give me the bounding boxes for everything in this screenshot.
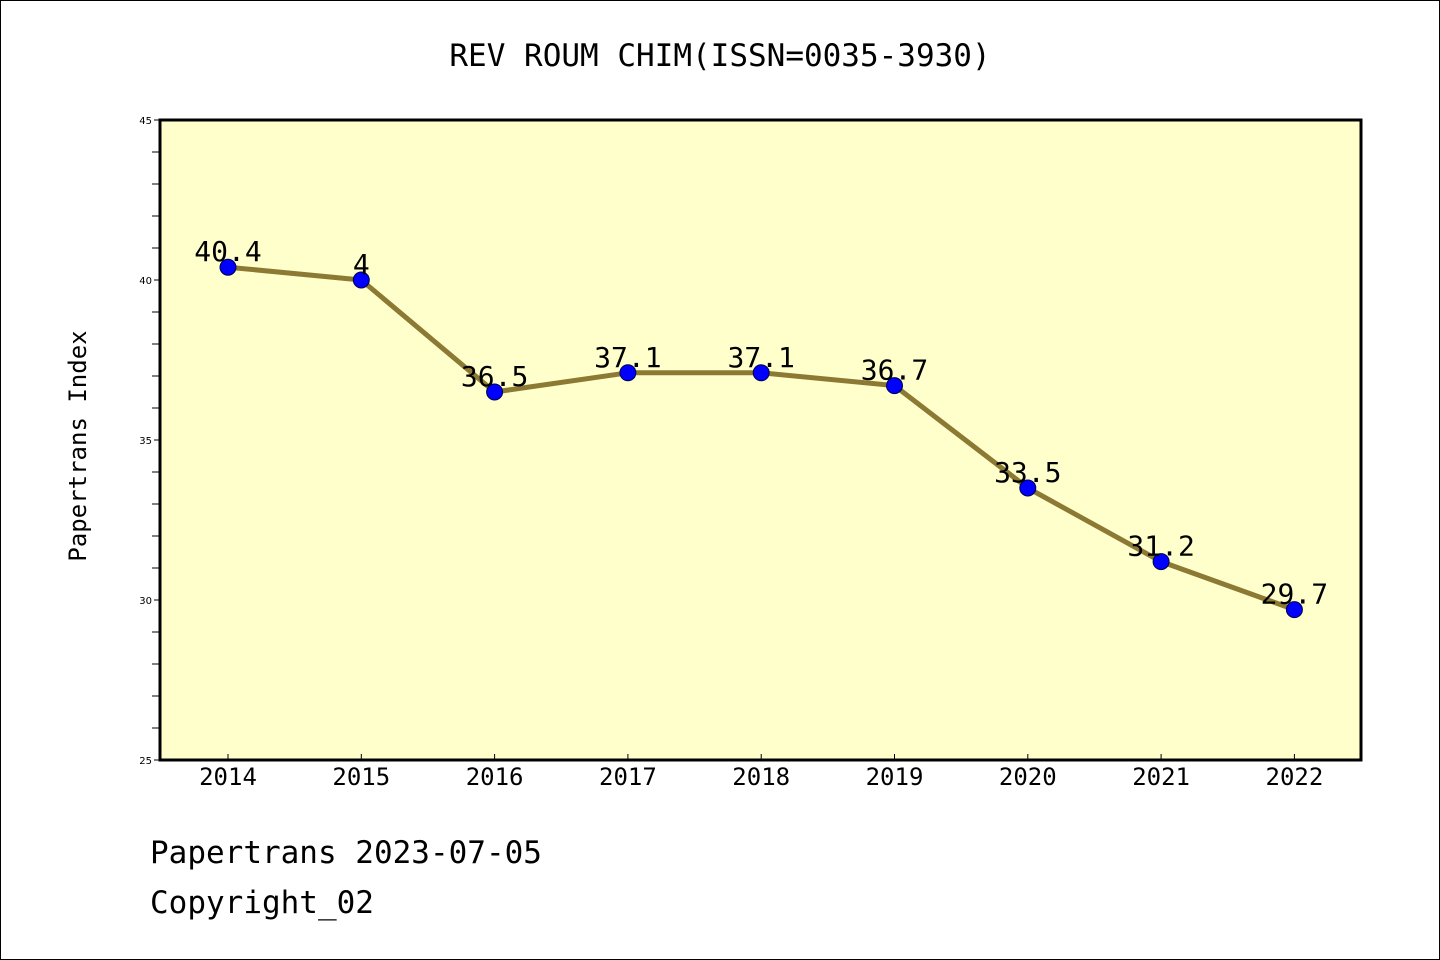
data-label: 40.4: [194, 235, 261, 268]
data-point: [886, 377, 903, 395]
x-tick-label: 2015: [332, 763, 390, 791]
x-tick-label: 2020: [999, 763, 1057, 791]
y-tick-label: 35: [139, 436, 152, 447]
data-point: [1152, 553, 1170, 571]
y-axis: 25 30 35 40 45: [139, 116, 160, 767]
data-point: [1285, 601, 1303, 619]
data-point: [219, 258, 237, 276]
data-label: 29.7: [1261, 578, 1328, 611]
footer-copyright: Copyright_02: [150, 885, 374, 921]
data-label: 37.1: [594, 341, 661, 374]
data-label: 33.5: [994, 456, 1061, 489]
x-tick-label: 2022: [1266, 763, 1324, 791]
y-tick-label: 40: [139, 276, 152, 287]
x-tick-label: 2014: [199, 763, 257, 791]
data-label: 37.1: [727, 341, 794, 374]
data-labels: 40.4 4 36.5 37.1 37.1 36.7 33.5 31.2 29.7: [194, 235, 1328, 610]
x-tick-label: 2018: [732, 763, 790, 791]
data-point: [1019, 479, 1037, 497]
chart-title: REV ROUM CHIM(ISSN=0035-3930): [449, 38, 990, 74]
y-tick-label: 45: [139, 116, 152, 127]
series-markers: [219, 258, 1303, 619]
data-label: 36.5: [461, 360, 528, 393]
data-label: 31.2: [1127, 530, 1194, 563]
x-tick-label: 2017: [599, 763, 657, 791]
y-tick-label: 30: [139, 596, 152, 607]
x-tick-label: 2019: [866, 763, 924, 791]
data-label: 36.7: [861, 354, 928, 387]
data-point: [352, 271, 370, 289]
data-label: 4: [353, 248, 370, 281]
x-axis: 2014 2015 2016 2017 2018 2019 2020 2021 2022: [199, 754, 1323, 791]
x-tick-label: 2021: [1132, 763, 1190, 791]
y-axis-label: Papertrans Index: [64, 330, 92, 561]
data-point: [486, 383, 504, 401]
y-tick-label: 25: [139, 756, 152, 767]
footer-date: Papertrans 2023-07-05: [150, 835, 542, 871]
data-point: [752, 364, 770, 382]
x-tick-label: 2016: [466, 763, 524, 791]
data-point: [619, 364, 637, 382]
plot-area: [158, 118, 1363, 762]
